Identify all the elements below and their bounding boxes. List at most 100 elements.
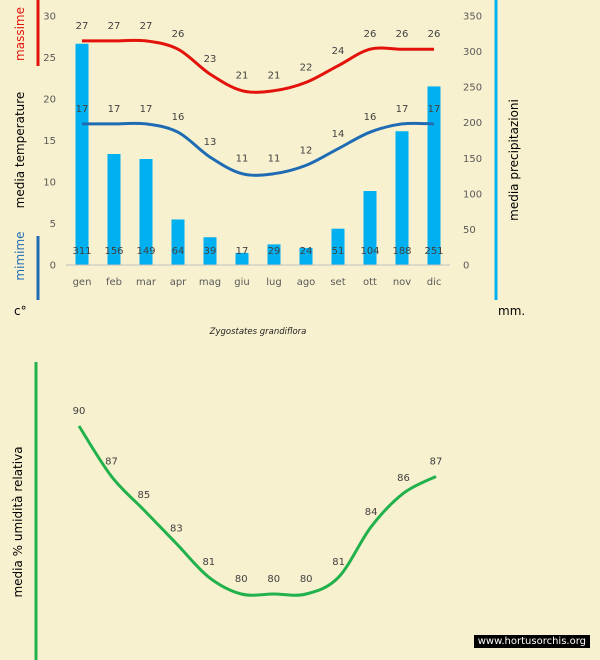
humidity-value-label: 85 bbox=[138, 490, 151, 501]
max-label: massime bbox=[13, 7, 27, 61]
month-label: mar bbox=[136, 277, 157, 288]
max-temperature-label: 26 bbox=[364, 29, 377, 40]
max-temperature-label: 24 bbox=[332, 46, 345, 57]
humidity-value-label: 86 bbox=[397, 473, 410, 484]
precipitation-bar bbox=[395, 131, 409, 265]
humidity-line bbox=[77, 425, 437, 597]
precipitation-value-label: 156 bbox=[104, 246, 123, 257]
right-tick-label: 300 bbox=[463, 47, 482, 58]
month-label: dic bbox=[427, 277, 442, 288]
right-tick-label: 350 bbox=[463, 12, 482, 23]
humidity-value-label: 83 bbox=[170, 524, 183, 535]
left-tick-label: 25 bbox=[43, 53, 56, 64]
min-temperature-label: 16 bbox=[172, 112, 185, 123]
month-label: feb bbox=[106, 277, 122, 288]
right-tick-label: 50 bbox=[463, 225, 476, 236]
min-temperature-label: 11 bbox=[236, 154, 249, 165]
left-tick-label: 30 bbox=[43, 12, 56, 23]
humidity-value-label: 80 bbox=[300, 574, 313, 585]
right-tick-label: 100 bbox=[463, 189, 482, 200]
month-label: giu bbox=[234, 277, 249, 288]
min-temperature-label: 12 bbox=[300, 145, 313, 156]
right-axis-title: media precipitazioni bbox=[507, 99, 521, 221]
min-temperature-label: 11 bbox=[268, 154, 281, 165]
precipitation-bar bbox=[267, 244, 281, 265]
left-tick-label: 5 bbox=[50, 219, 56, 230]
precipitation-bar bbox=[171, 219, 185, 265]
max-temperature-label: 26 bbox=[396, 29, 409, 40]
month-label: lug bbox=[266, 277, 281, 288]
humidity-value-label: 81 bbox=[202, 557, 215, 568]
precipitation-bar bbox=[363, 191, 377, 265]
precipitation-bar bbox=[75, 43, 89, 266]
left-tick-label: 20 bbox=[43, 95, 56, 106]
humidity-value-label: 81 bbox=[332, 557, 345, 568]
precipitation-bar bbox=[331, 228, 345, 265]
watermark: www.hortusorchis.org bbox=[473, 635, 590, 648]
precipitation-bar bbox=[235, 252, 249, 265]
humidity-axis-title: media % umidità relativa bbox=[11, 446, 25, 597]
max-temperature-label: 27 bbox=[108, 21, 121, 32]
min-temperature-label: 17 bbox=[140, 104, 153, 115]
right-unit: mm. bbox=[498, 304, 525, 318]
right-tick-label: 150 bbox=[463, 154, 482, 165]
min-temperature-label: 17 bbox=[396, 104, 409, 115]
precipitation-value-label: 24 bbox=[300, 246, 313, 257]
precipitation-value-label: 17 bbox=[236, 246, 249, 257]
max-temperature-label: 26 bbox=[428, 29, 441, 40]
precipitation-value-label: 104 bbox=[360, 246, 379, 257]
month-label: ott bbox=[363, 277, 377, 288]
max-temperature-label: 27 bbox=[140, 21, 153, 32]
left-unit: c° bbox=[14, 304, 27, 318]
precipitation-value-label: 64 bbox=[172, 246, 185, 257]
min-temperature-label: 17 bbox=[76, 104, 89, 115]
precipitation-value-label: 188 bbox=[392, 246, 411, 257]
humidity-value-label: 80 bbox=[267, 574, 280, 585]
humidity-value-label: 80 bbox=[235, 574, 248, 585]
month-label: mag bbox=[199, 277, 221, 288]
left-tick-label: 10 bbox=[43, 178, 56, 189]
month-label: ago bbox=[297, 277, 316, 288]
right-tick-label: 250 bbox=[463, 83, 482, 94]
precipitation-bar bbox=[139, 158, 153, 265]
min-temperature-line bbox=[82, 121, 435, 177]
precipitation-value-label: 29 bbox=[268, 246, 281, 257]
max-temperature-label: 22 bbox=[300, 62, 313, 73]
min-temperature-label: 16 bbox=[364, 112, 377, 123]
min-temperature-label: 17 bbox=[108, 104, 121, 115]
precipitation-value-label: 251 bbox=[424, 246, 443, 257]
precipitation-bar bbox=[427, 86, 441, 265]
humidity-value-label: 90 bbox=[73, 406, 86, 417]
max-temperature-line bbox=[81, 38, 434, 94]
month-label: apr bbox=[170, 277, 187, 288]
precipitation-value-label: 311 bbox=[72, 246, 91, 257]
precipitation-bar bbox=[203, 237, 217, 265]
precipitation-bar bbox=[299, 247, 313, 265]
left-axis-title: media temperature bbox=[13, 92, 27, 209]
min-temperature-label: 17 bbox=[428, 104, 441, 115]
max-temperature-label: 21 bbox=[268, 71, 281, 82]
humidity-value-label: 87 bbox=[105, 456, 118, 467]
humidity-value-label: 84 bbox=[365, 507, 378, 518]
min-temperature-label: 14 bbox=[332, 129, 345, 140]
max-temperature-label: 21 bbox=[236, 71, 249, 82]
precipitation-value-label: 39 bbox=[204, 246, 217, 257]
right-tick-label: 0 bbox=[463, 261, 469, 272]
month-label: nov bbox=[393, 277, 411, 288]
precipitation-value-label: 149 bbox=[136, 246, 155, 257]
max-temperature-label: 23 bbox=[204, 54, 217, 65]
min-label: mimime bbox=[13, 231, 27, 280]
temperature-precipitation-chart: 311 156 149 64 39 17 29 24 51 104 188 251 27 27 27 26 23… bbox=[13, 0, 525, 337]
precipitation-value-label: 51 bbox=[332, 246, 345, 257]
max-temperature-label: 26 bbox=[172, 29, 185, 40]
species-subtitle: Zygostates grandiflora bbox=[209, 327, 307, 337]
left-tick-label: 15 bbox=[43, 136, 56, 147]
precipitation-bar bbox=[107, 154, 121, 265]
month-label: set bbox=[330, 277, 345, 288]
left-tick-label: 0 bbox=[50, 261, 56, 272]
right-tick-label: 200 bbox=[463, 118, 482, 129]
month-label: gen bbox=[73, 277, 92, 288]
max-temperature-label: 27 bbox=[76, 21, 89, 32]
min-temperature-label: 13 bbox=[204, 137, 217, 148]
humidity-chart: media % umidità relativa 90 87 85 83 81 80 80 8… bbox=[11, 362, 442, 660]
